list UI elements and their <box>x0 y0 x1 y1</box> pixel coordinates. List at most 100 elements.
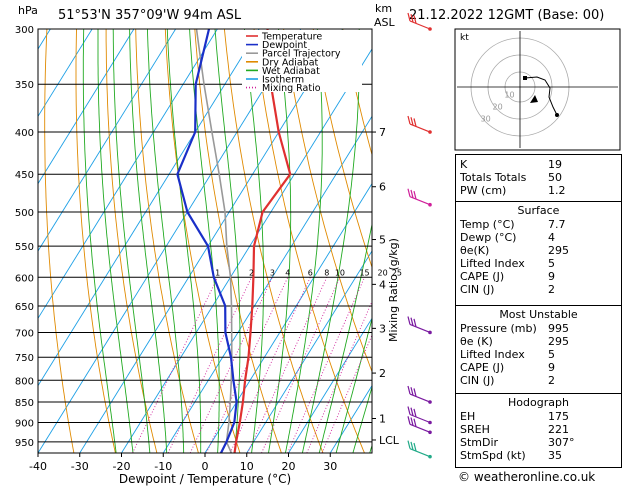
pressure-tick-label: 950 <box>15 438 34 449</box>
most-unstable-row-value: 995 <box>548 322 569 335</box>
pressure-tick-label: 600 <box>15 273 34 284</box>
hodograph-row-key: StmSpd (kt) <box>460 449 526 462</box>
height-tick-label: 7 <box>379 126 386 139</box>
index-row: K 19 <box>460 158 617 171</box>
isotherm-line <box>38 29 260 387</box>
most-unstable-row-key: Lifted Index <box>460 348 525 361</box>
wind-barb-flag <box>413 118 417 127</box>
index-row-value: 19 <box>548 158 562 171</box>
wet-adiabat-line <box>129 29 168 453</box>
wet-adiabat-line <box>301 29 360 453</box>
mixing-ratio-label: 25 <box>392 268 402 277</box>
pressure-tick-label: 850 <box>15 398 34 409</box>
axes: 1 2 3 4 6 8 10 15 20 2530035040045050055060065070… <box>15 25 402 486</box>
index-row-value: 1.2 <box>548 184 566 197</box>
isotherm-line <box>162 115 372 453</box>
pressure-tick-label: 300 <box>15 25 34 36</box>
wind-barb-flag <box>407 416 411 425</box>
pressure-tick-label: 900 <box>15 418 34 429</box>
height-tick-label: 6 <box>379 181 386 194</box>
x-tick-label: 30 <box>323 460 337 473</box>
mixing-ratio-label: 20 <box>378 268 388 277</box>
wet-adiabat-line <box>318 221 372 453</box>
wind-barb-flag <box>410 407 414 416</box>
index-row-key: PW (cm) <box>460 184 507 197</box>
hodograph-row: SREH 221 <box>460 423 617 436</box>
most-unstable-row-value: 295 <box>548 335 569 348</box>
wind-barb-shaft <box>409 123 431 133</box>
hodograph-start-marker <box>523 76 527 80</box>
wind-barb-flag <box>407 115 411 125</box>
isotherm-line <box>38 29 302 453</box>
hodograph-frame <box>454 28 621 151</box>
datetime-title: 21.12.2022 12GMT (Base: 00) <box>409 8 605 23</box>
dry-adiabat-line <box>75 29 116 453</box>
wet-adiabat-line <box>147 29 185 453</box>
mixing-ratio-line <box>261 277 341 453</box>
mixing-ratio-line <box>306 300 372 453</box>
legend-label: Temperature <box>261 32 322 43</box>
x-tick-label: -10 <box>154 460 172 473</box>
x-tick-label: -30 <box>71 460 89 473</box>
wind-barb-shaft <box>409 413 431 424</box>
wet-adiabat-line <box>112 29 151 453</box>
wind-barb-flag <box>413 418 417 427</box>
wet-adiabat-line <box>268 29 292 453</box>
most-unstable-row-value: 9 <box>548 361 555 374</box>
asl-label: ASL <box>374 16 395 29</box>
wind-barb-shaft <box>409 393 431 403</box>
wind-barb-flag <box>410 189 414 199</box>
most-unstable-row: Pressure (mb) 995 <box>460 322 617 335</box>
dry-adiabat-line <box>312 29 372 269</box>
dry-adiabat-line <box>44 29 75 453</box>
isotherm-line <box>288 317 372 453</box>
pressure-tick-label: 650 <box>15 302 34 313</box>
mixing-ratio-label: 6 <box>308 268 313 277</box>
most-unstable-row: Lifted Index 5 <box>460 348 617 361</box>
surface-row-key: Temp (°C) <box>460 218 515 231</box>
wet-adiabat-line <box>214 29 241 453</box>
hodograph-row: EH 175 <box>460 410 617 423</box>
storm-motion-marker <box>530 95 538 103</box>
wind-barb-flag <box>410 117 414 126</box>
legend-background <box>242 30 362 92</box>
mixing-ratio-label: 10 <box>335 268 345 277</box>
dry-adiabat-line <box>105 29 158 453</box>
pressure-tick-label: 550 <box>15 242 34 253</box>
temperature-profile <box>233 29 292 453</box>
most-unstable-row-value: 5 <box>548 348 555 361</box>
hodograph-row-value: 35 <box>548 449 562 462</box>
wind-barb-flag <box>413 388 417 397</box>
wind-barb-shaft <box>409 196 431 206</box>
wind-barb-shaft <box>409 323 431 334</box>
wet-adiabat-line <box>352 385 372 453</box>
index-row-key: K <box>460 158 468 171</box>
hodograph-table-title: Hodograph <box>508 396 569 409</box>
hodograph-row-value: 221 <box>548 423 569 436</box>
wet-adiabat-line <box>97 29 134 453</box>
surface-row: Lifted Index 5 <box>460 257 617 270</box>
profiles <box>176 29 292 453</box>
wind-barb-flag <box>410 441 414 450</box>
height-tick-label: 3 <box>379 322 386 335</box>
hodograph-end-marker <box>555 113 559 117</box>
wind-barb-shaft <box>409 423 431 433</box>
most-unstable-row: θe (K) 295 <box>460 335 617 348</box>
surface-row-key: CIN (J) <box>460 283 495 296</box>
surface-row: CAPE (J) 9 <box>460 270 617 283</box>
dewpoint-profile <box>176 29 238 453</box>
mixing-ratio-label: 15 <box>359 268 369 277</box>
wind-barb-flag <box>407 316 411 325</box>
wind-barb-flag <box>407 440 411 449</box>
pressure-tick-label: 400 <box>15 128 34 139</box>
isotherm-line <box>38 29 135 185</box>
legend-label: Wet Adiabat <box>262 66 320 77</box>
most-unstable-row-key: Pressure (mb) <box>460 322 537 335</box>
isotherm-line <box>38 29 177 252</box>
hodograph-ring-label: 10 <box>504 91 514 100</box>
height-tick-label: 5 <box>379 234 386 247</box>
wind-barb-shaft <box>409 448 431 458</box>
hpa-label: hPa <box>18 4 38 17</box>
dry-adiabat-line <box>194 29 282 453</box>
legend-label: Dewpoint <box>262 40 307 51</box>
